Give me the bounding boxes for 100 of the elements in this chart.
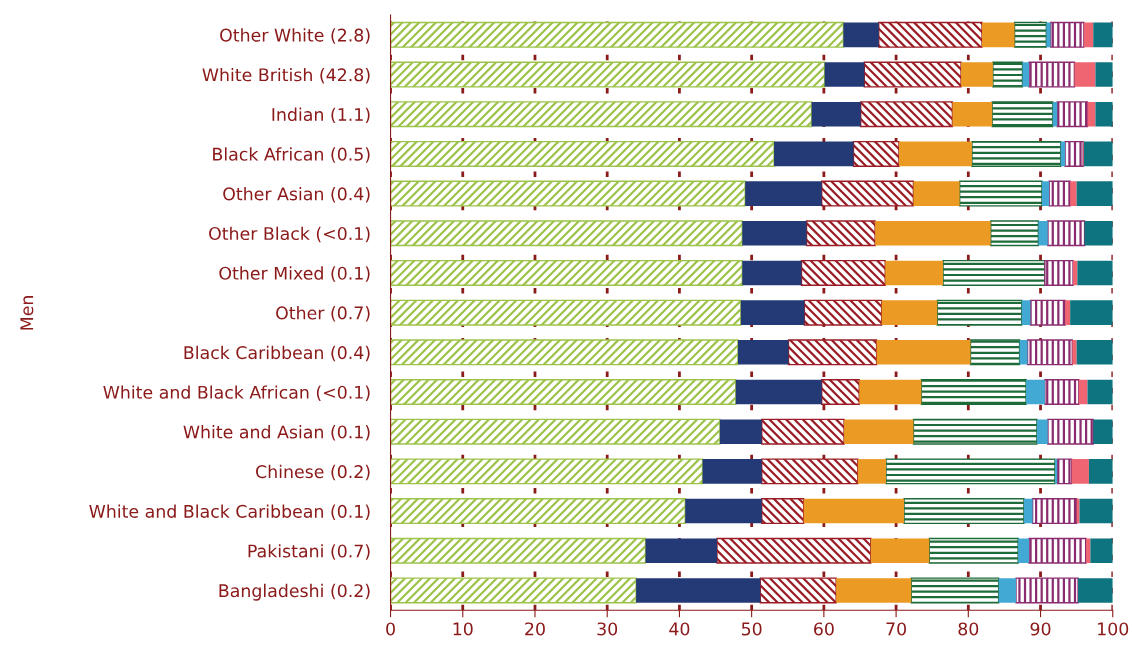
bar bbox=[859, 379, 922, 405]
bar bbox=[774, 141, 854, 167]
bar bbox=[885, 260, 944, 286]
bar bbox=[390, 140, 775, 167]
bar bbox=[876, 340, 971, 365]
bar bbox=[1083, 22, 1094, 48]
bar bbox=[920, 379, 1027, 406]
bar bbox=[1060, 141, 1066, 167]
bar bbox=[1079, 498, 1113, 524]
bar bbox=[852, 140, 900, 167]
x-tick-label: 90 bbox=[1030, 622, 1051, 636]
bar bbox=[992, 61, 1024, 88]
bar bbox=[390, 21, 845, 48]
bar bbox=[1018, 538, 1029, 564]
bar bbox=[742, 220, 807, 246]
bar bbox=[1048, 180, 1071, 207]
bar bbox=[1023, 498, 1033, 524]
bar bbox=[824, 62, 865, 87]
bar bbox=[1049, 21, 1085, 48]
bar bbox=[761, 418, 845, 445]
bar bbox=[390, 379, 737, 406]
bar bbox=[860, 101, 954, 128]
bar bbox=[971, 140, 1062, 167]
bar bbox=[857, 459, 886, 484]
y-tick-label: Pakistani (0.7) bbox=[248, 544, 370, 560]
y-tick-label: White and Asian (0.1) bbox=[183, 425, 370, 441]
bar bbox=[1088, 459, 1113, 484]
y-tick-label: Chinese (0.2) bbox=[256, 464, 370, 481]
bar bbox=[903, 498, 1025, 525]
bar bbox=[1076, 498, 1080, 524]
bar bbox=[878, 21, 983, 48]
bar bbox=[811, 101, 861, 127]
bar bbox=[805, 220, 876, 247]
bar bbox=[1086, 538, 1091, 564]
x-tick-label: 10 bbox=[453, 622, 473, 636]
bar bbox=[645, 538, 717, 564]
bar bbox=[1070, 300, 1113, 325]
x-tick-label: 80 bbox=[958, 622, 979, 636]
bar bbox=[898, 141, 972, 167]
bar bbox=[636, 578, 761, 603]
bar bbox=[1029, 299, 1066, 326]
bar bbox=[1052, 101, 1058, 127]
bar bbox=[991, 101, 1054, 128]
y-tick-label: Other White (2.8) bbox=[220, 28, 370, 44]
bar bbox=[1044, 379, 1080, 406]
bar bbox=[936, 299, 1023, 326]
bar bbox=[885, 458, 1056, 485]
bar bbox=[1087, 379, 1113, 405]
bar bbox=[913, 181, 960, 206]
bar bbox=[1076, 340, 1113, 365]
bar bbox=[1056, 101, 1089, 128]
bar bbox=[390, 180, 746, 207]
bar bbox=[1076, 181, 1113, 206]
bar bbox=[1054, 459, 1058, 484]
bar bbox=[390, 101, 813, 128]
y-tick-label: White and Black Caribbean (0.1) bbox=[89, 504, 370, 520]
bar bbox=[1047, 220, 1086, 247]
bar bbox=[390, 61, 826, 88]
y-tick-label: Bangladeshi (0.2) bbox=[219, 583, 370, 601]
bar bbox=[745, 181, 822, 206]
bar bbox=[1084, 220, 1113, 246]
x-tick-label: 60 bbox=[814, 622, 834, 636]
bar bbox=[1083, 141, 1113, 167]
bar bbox=[1090, 538, 1113, 564]
bar bbox=[875, 220, 991, 246]
bar bbox=[1072, 340, 1077, 365]
bar bbox=[844, 419, 914, 444]
bar bbox=[390, 537, 647, 564]
bar bbox=[1073, 260, 1078, 286]
bar bbox=[1064, 140, 1084, 167]
bar bbox=[1093, 22, 1113, 48]
bar bbox=[1056, 458, 1073, 485]
y-tick-label: Other Mixed (0.1) bbox=[219, 266, 370, 282]
y-tick-label: Black African (0.5) bbox=[213, 147, 370, 163]
bar bbox=[390, 458, 704, 485]
x-tick-label: 0 bbox=[386, 622, 395, 636]
x-tick-label: 40 bbox=[669, 622, 690, 636]
y-tick-label: Other Black (<0.1) bbox=[209, 226, 370, 243]
bar bbox=[761, 458, 859, 485]
bar bbox=[390, 418, 721, 445]
bar bbox=[990, 220, 1040, 247]
bar bbox=[800, 259, 886, 286]
bar bbox=[390, 339, 739, 366]
bar bbox=[716, 537, 872, 564]
bar bbox=[737, 340, 789, 365]
bar bbox=[761, 498, 805, 525]
bar bbox=[390, 299, 742, 326]
bar bbox=[1077, 260, 1113, 286]
y-tick-label: Other Asian (0.4) bbox=[223, 186, 370, 203]
bar bbox=[863, 61, 962, 88]
x-tick-label: 20 bbox=[525, 622, 545, 636]
bar bbox=[390, 577, 637, 604]
bar bbox=[685, 498, 762, 524]
bar bbox=[1038, 220, 1048, 246]
bar bbox=[881, 300, 938, 325]
bar bbox=[740, 300, 805, 325]
bar bbox=[821, 379, 860, 406]
y-tick-label: Black Caribbean (0.4) bbox=[184, 345, 370, 362]
bar bbox=[870, 538, 930, 564]
bar bbox=[390, 220, 743, 247]
